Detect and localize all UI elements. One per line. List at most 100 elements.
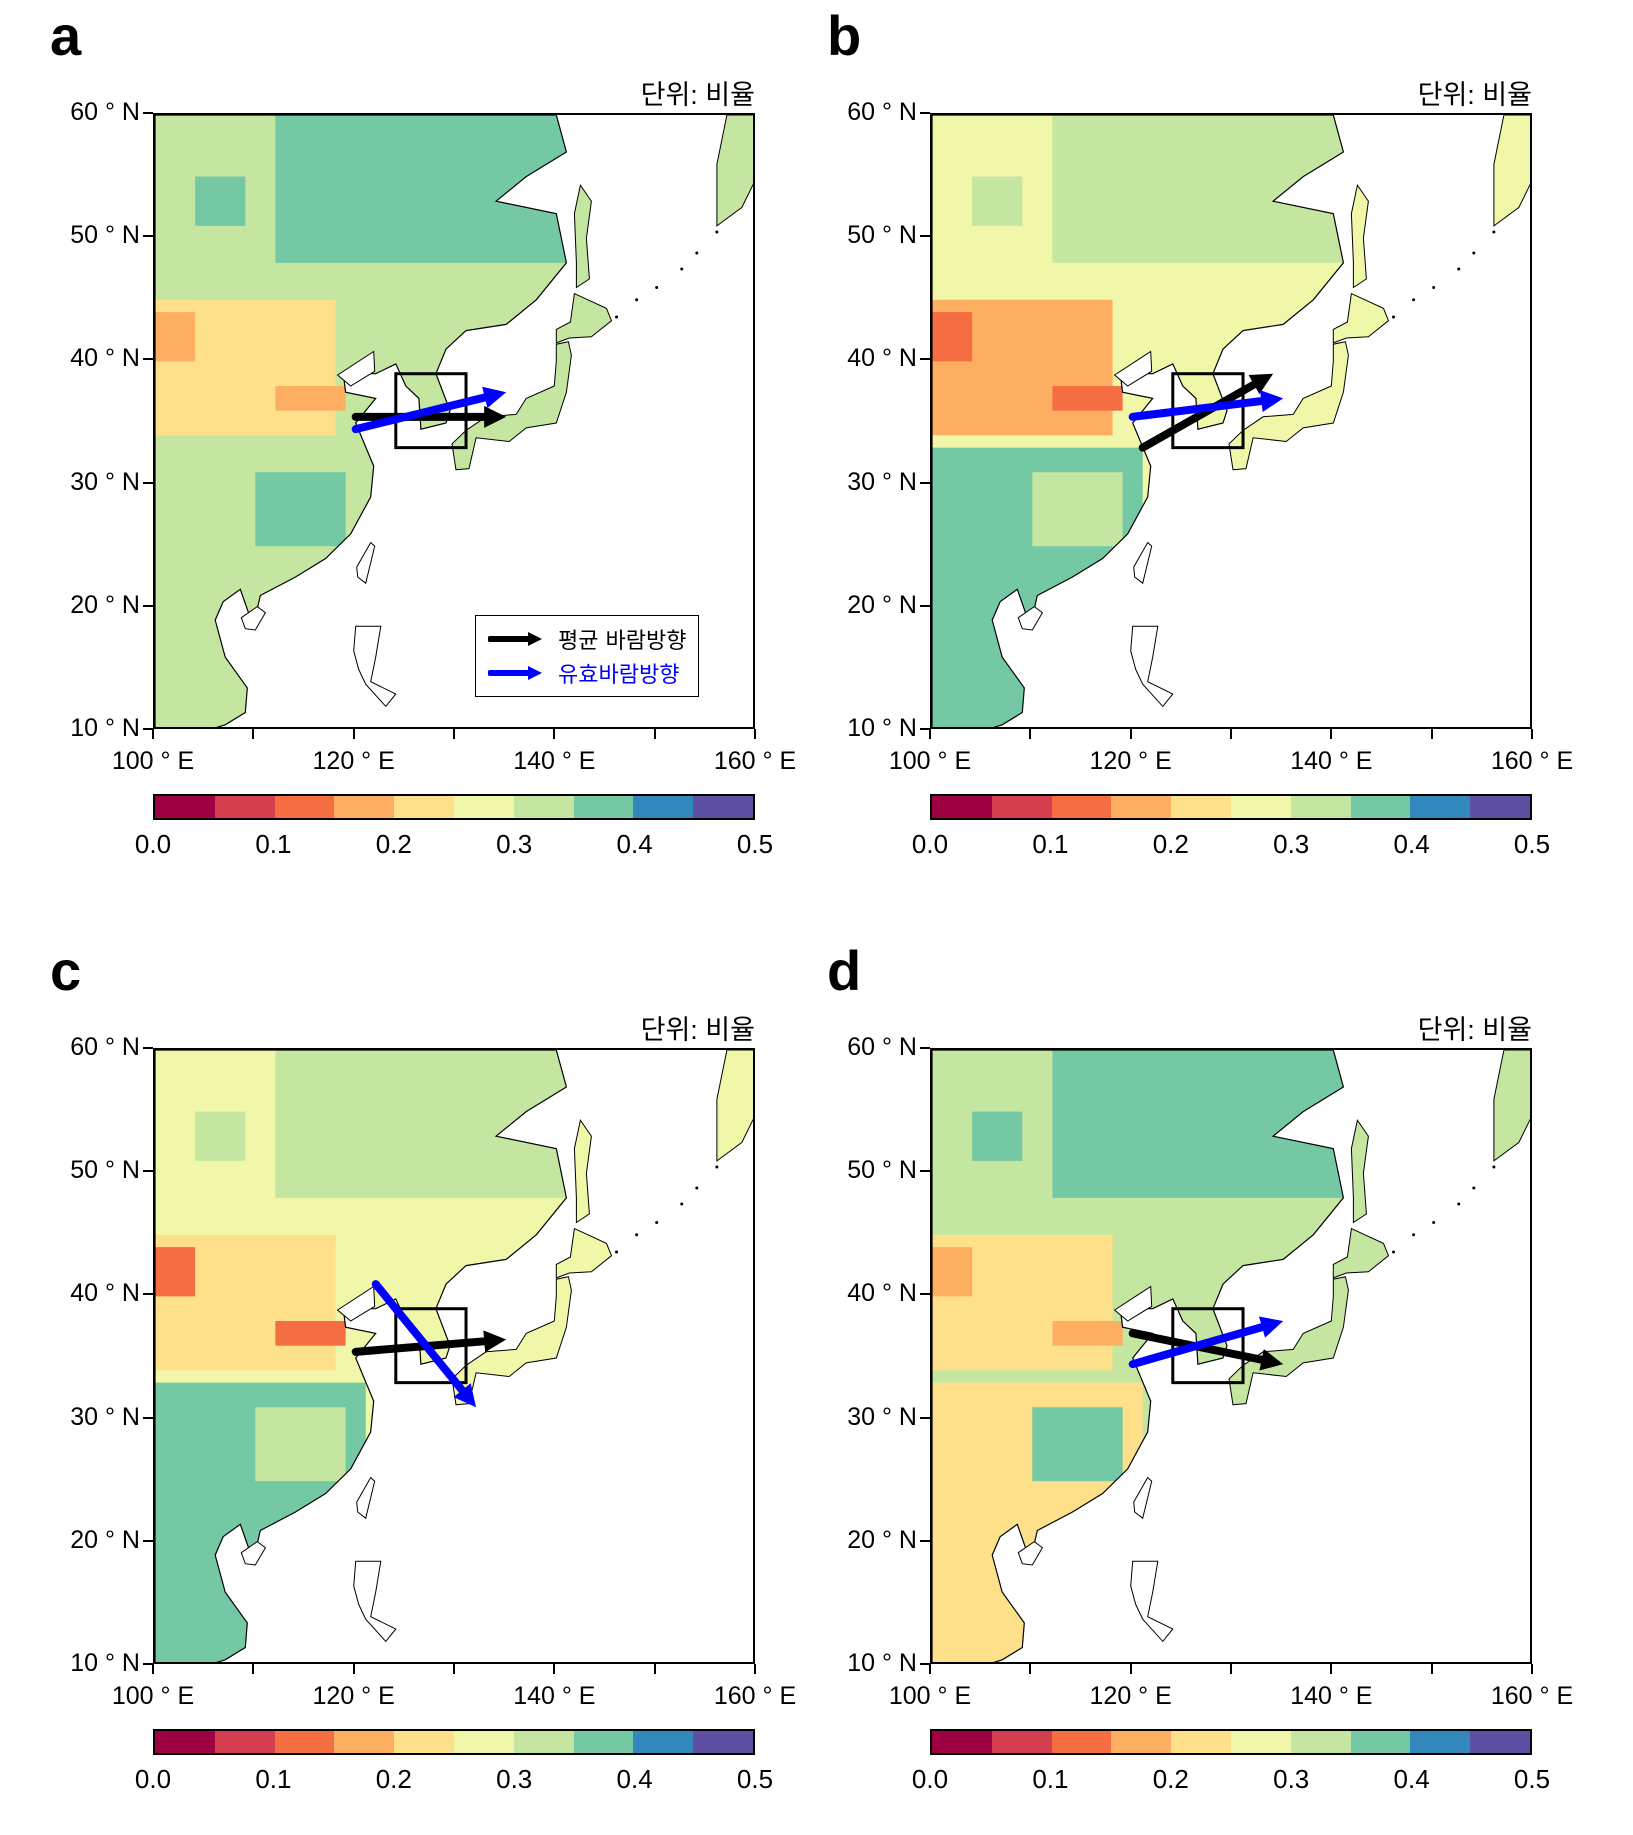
lat-label: 50 ° N bbox=[70, 221, 140, 250]
colorbar-tick-label: 0.5 bbox=[1513, 1764, 1551, 1794]
lat-label: 30 ° N bbox=[847, 1402, 917, 1431]
colorbar-tick-label: 0.1 bbox=[1032, 829, 1069, 859]
lon-tick bbox=[1129, 1664, 1132, 1674]
lon-tick bbox=[1230, 729, 1232, 739]
effective-wind-arrow bbox=[351, 386, 507, 434]
mean-wind-arrow bbox=[1138, 373, 1274, 452]
lon-label: 120 ° E bbox=[1089, 747, 1172, 775]
lon-label: 160 ° E bbox=[1490, 747, 1574, 775]
lat-tick bbox=[920, 1170, 930, 1173]
lon-label: 160 ° E bbox=[1490, 1682, 1574, 1710]
colorbar bbox=[930, 1729, 1532, 1755]
colorbar-swatch bbox=[274, 796, 335, 818]
lon-tick bbox=[453, 1664, 455, 1674]
colorbar-tick-label: 0.2 bbox=[375, 1764, 412, 1794]
lon-label: 160 ° E bbox=[713, 1682, 797, 1710]
lat-tick bbox=[143, 112, 153, 114]
lon-label: 100 ° E bbox=[111, 1682, 195, 1710]
map-panel-d: d 단위: 비율 60 ° N 50 ° N 40 ° N 30 ° N 20 ° N 10 … bbox=[777, 935, 1577, 1835]
colorbar-swatch bbox=[513, 796, 574, 818]
colorbar-tick-label: 0.3 bbox=[1273, 829, 1310, 859]
lat-label: 20 ° N bbox=[847, 1525, 917, 1554]
lat-tick bbox=[920, 604, 930, 607]
lat-tick bbox=[920, 1293, 930, 1296]
lat-label: 60 ° N bbox=[847, 98, 917, 126]
map-canvas bbox=[932, 115, 1530, 727]
lon-label: 100 ° E bbox=[888, 1682, 972, 1710]
lon-label: 120 ° E bbox=[312, 1682, 395, 1710]
lon-tick bbox=[754, 1664, 756, 1674]
lon-tick bbox=[1129, 729, 1132, 739]
unit-label: 단위: 비율 bbox=[640, 80, 755, 110]
lon-tick bbox=[453, 729, 455, 739]
lon-tick bbox=[1531, 729, 1533, 739]
lon-label: 140 ° E bbox=[513, 747, 596, 775]
colorbar-swatch bbox=[1290, 1731, 1351, 1753]
gridded-ratio-field bbox=[932, 115, 1344, 727]
lat-label: 10 ° N bbox=[847, 714, 917, 742]
lon-tick bbox=[252, 1664, 255, 1674]
lon-label: 140 ° E bbox=[1290, 747, 1373, 775]
colorbar-swatch bbox=[1051, 796, 1112, 818]
lon-tick bbox=[352, 1664, 355, 1674]
colorbar-swatch bbox=[453, 1731, 514, 1753]
effective-wind-arrow bbox=[1128, 1316, 1284, 1369]
lat-tick bbox=[920, 728, 930, 730]
lon-label: 160 ° E bbox=[713, 747, 797, 775]
lat-tick bbox=[143, 358, 153, 361]
region-north bbox=[1052, 1050, 1344, 1198]
lon-tick bbox=[1330, 1664, 1333, 1674]
lat-label: 40 ° N bbox=[70, 344, 140, 373]
colorbar-swatch bbox=[1470, 796, 1530, 818]
colorbar-swatch bbox=[1230, 796, 1291, 818]
effective-wind-arrow bbox=[1128, 390, 1284, 421]
colorbar-swatch bbox=[394, 1731, 454, 1753]
colorbar bbox=[153, 794, 755, 820]
colorbar-tick-label: 0.2 bbox=[1152, 829, 1189, 859]
map-panel-a: a 단위: 비율 60 ° N 50 ° N 40 ° N 30 ° N 20 ° N 10 … bbox=[0, 0, 800, 900]
colorbar-swatch bbox=[1470, 1731, 1530, 1753]
colorbar-swatch bbox=[633, 1731, 694, 1753]
lat-label: 10 ° N bbox=[70, 714, 140, 742]
legend-label: 평균 바람방향 bbox=[558, 629, 687, 654]
colorbar-tick-label: 0.1 bbox=[1032, 1764, 1069, 1794]
colorbar-tick-label: 0.5 bbox=[736, 829, 774, 859]
lat-tick bbox=[143, 1170, 153, 1173]
effective-wind-arrow bbox=[371, 1280, 477, 1408]
lat-tick bbox=[920, 112, 930, 114]
lat-tick bbox=[143, 1293, 153, 1296]
colorbar-swatch bbox=[214, 796, 275, 818]
colorbar-swatch bbox=[1410, 1731, 1471, 1753]
colorbar-swatch bbox=[155, 1731, 215, 1753]
lon-tick bbox=[754, 729, 756, 739]
colorbar-swatch bbox=[573, 1731, 634, 1753]
study-area-box bbox=[1171, 1307, 1245, 1385]
colorbar-swatch bbox=[1290, 796, 1351, 818]
lon-label: 140 ° E bbox=[1290, 1682, 1373, 1710]
colorbar-tick-label: 0.0 bbox=[134, 1764, 172, 1794]
unit-label: 단위: 비율 bbox=[1417, 80, 1532, 110]
lat-tick bbox=[920, 1663, 930, 1665]
legend-mean-wind: 평균 바람방향 bbox=[488, 622, 686, 656]
lat-label: 10 ° N bbox=[70, 1649, 140, 1677]
lon-tick bbox=[1330, 729, 1333, 739]
region-north bbox=[275, 1050, 567, 1198]
lon-tick bbox=[1230, 1664, 1232, 1674]
colorbar-swatch bbox=[155, 796, 215, 818]
map-frame bbox=[153, 113, 755, 729]
lat-tick bbox=[920, 235, 930, 238]
map-panel-c: c 단위: 비율 60 ° N 50 ° N 40 ° N 30 ° N 20 ° N 10 … bbox=[0, 935, 800, 1835]
lon-label: 120 ° E bbox=[1089, 1682, 1172, 1710]
colorbar-swatch bbox=[1171, 1731, 1231, 1753]
lon-tick bbox=[1430, 729, 1433, 739]
lon-tick bbox=[653, 729, 656, 739]
lat-tick bbox=[143, 481, 153, 484]
lon-tick bbox=[1029, 1664, 1032, 1674]
lon-tick bbox=[1029, 729, 1032, 739]
map-canvas bbox=[155, 1050, 753, 1662]
colorbar-tick-label: 0.4 bbox=[1393, 829, 1430, 859]
colorbar-swatch bbox=[932, 1731, 992, 1753]
colorbar-swatch bbox=[513, 1731, 574, 1753]
colorbar-tick-label: 0.3 bbox=[496, 1764, 533, 1794]
lat-label: 30 ° N bbox=[70, 467, 140, 496]
